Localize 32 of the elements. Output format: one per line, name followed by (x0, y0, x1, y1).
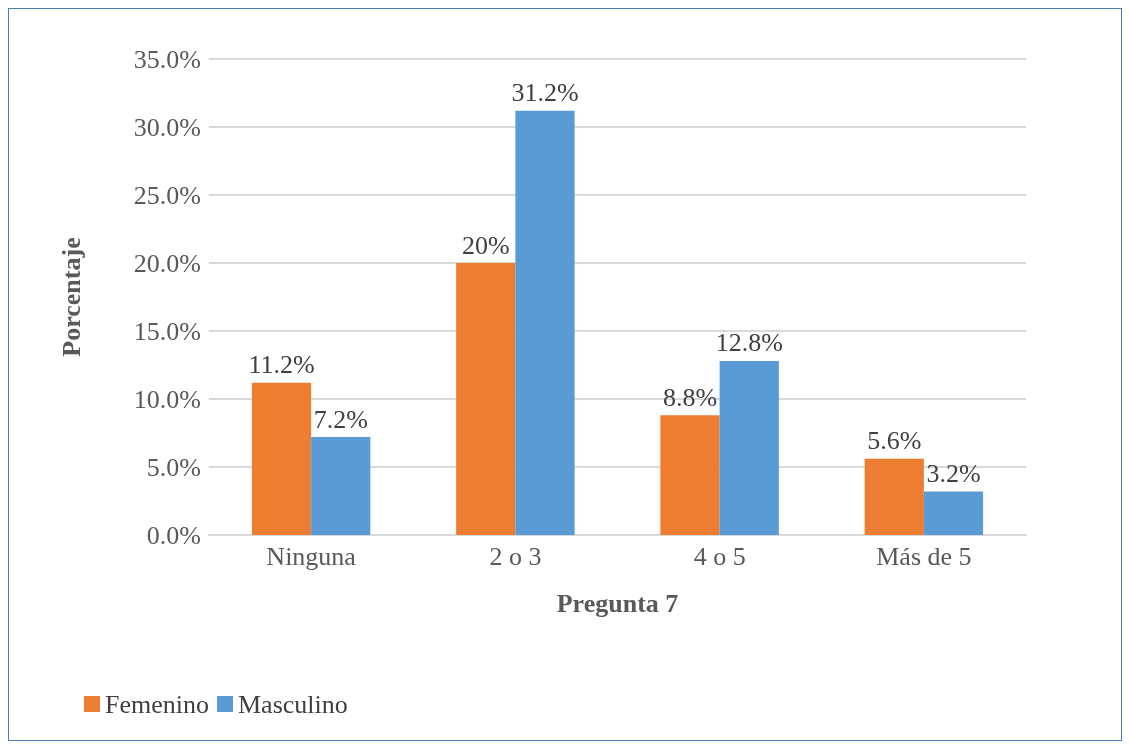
bar (251, 382, 312, 535)
bar (456, 263, 516, 535)
legend-label: Masculino (237, 689, 348, 719)
y-tick-label: 20.0% (133, 248, 201, 278)
data-label: 20% (461, 230, 510, 260)
data-label: 8.8% (662, 382, 718, 412)
bar (719, 360, 779, 535)
bar (311, 437, 371, 535)
y-axis-title: Porcentaje (56, 237, 86, 357)
y-tick-label: 25.0% (133, 180, 201, 210)
x-tick-label: 4 o 5 (693, 541, 746, 571)
bar (515, 110, 575, 535)
data-label: 12.8% (715, 328, 783, 358)
legend-label: Femenino (105, 689, 209, 719)
data-label: 5.6% (867, 426, 922, 456)
bar (923, 491, 984, 535)
x-tick-label: 2 o 3 (489, 541, 542, 571)
y-tick-label: 0.0% (146, 520, 201, 550)
data-label: 11.2% (248, 350, 315, 380)
bar (660, 415, 720, 535)
y-tick-label: 30.0% (133, 112, 201, 142)
x-axis-title: Pregunta 7 (556, 588, 679, 618)
y-tick-label: 10.0% (133, 384, 201, 414)
x-tick-label: Ninguna (266, 541, 357, 571)
bar (864, 458, 924, 535)
x-tick-label: Más de 5 (876, 541, 972, 571)
data-label: 3.2% (926, 458, 981, 488)
data-label: 7.2% (313, 404, 368, 434)
y-tick-label: 5.0% (146, 452, 201, 482)
data-label: 31.2% (511, 78, 579, 108)
y-tick-label: 15.0% (133, 316, 201, 346)
y-tick-label: 35.0% (133, 44, 201, 74)
